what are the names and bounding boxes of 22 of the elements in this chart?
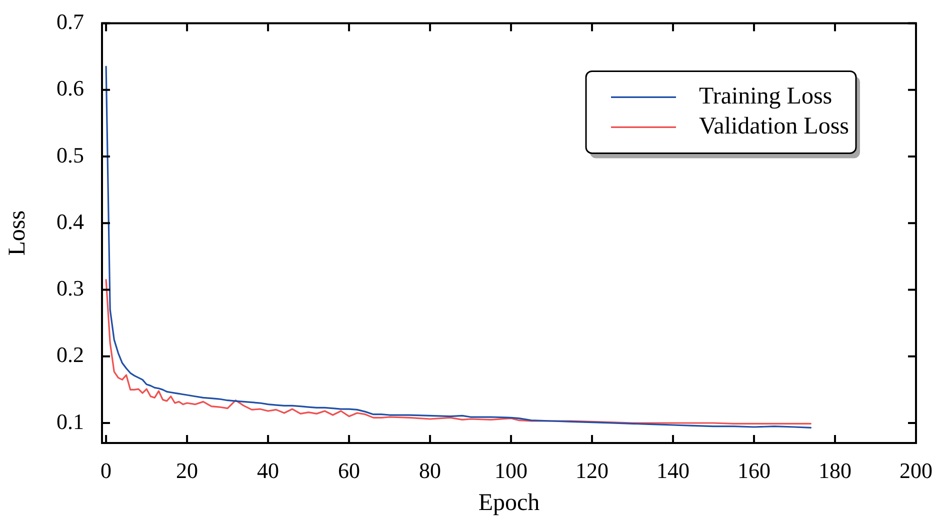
- y-tick-label: 0.1: [56, 408, 84, 434]
- legend-label: Training Loss: [699, 83, 832, 110]
- y-tick-label: 0.6: [56, 76, 84, 101]
- x-tick-label: 140: [656, 458, 690, 483]
- x-tick-label: 120: [576, 458, 609, 483]
- x-tick-label: 100: [494, 458, 528, 483]
- x-tick-label: 20: [176, 458, 198, 483]
- y-tick-label: 0.2: [56, 342, 84, 368]
- x-axis-title: Epoch: [478, 490, 540, 516]
- y-tick-label: 0.7: [56, 8, 84, 34]
- y-tick-label: 0.4: [56, 208, 84, 234]
- y-axis-title: Loss: [4, 210, 31, 256]
- x-tick-label: 160: [738, 458, 771, 483]
- x-tick-label: 200: [900, 458, 932, 483]
- x-tick-label: 60: [338, 458, 360, 483]
- x-tick-label: 180: [818, 458, 852, 483]
- legend-label: Validation Loss: [699, 113, 850, 140]
- x-tick-label: 40: [257, 458, 280, 483]
- y-tick-label: 0.3: [56, 276, 84, 301]
- y-tick-label: 0.5: [56, 142, 84, 168]
- x-tick-label: 80: [419, 458, 442, 483]
- x-tick-label: 0: [100, 458, 112, 483]
